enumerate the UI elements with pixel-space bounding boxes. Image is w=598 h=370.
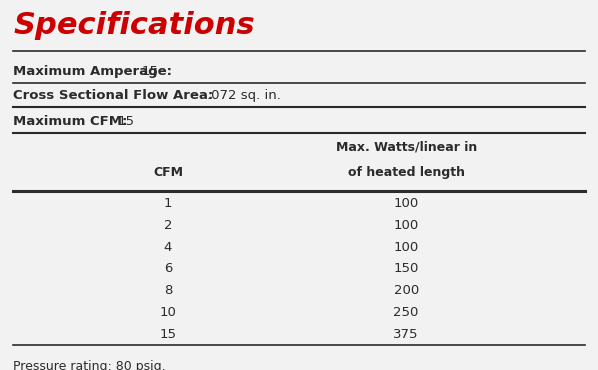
Text: Cross Sectional Flow Area:: Cross Sectional Flow Area: bbox=[13, 90, 213, 102]
Text: 4: 4 bbox=[164, 240, 172, 254]
Text: 15: 15 bbox=[160, 328, 176, 341]
Text: Pressure rating: 80 psig.: Pressure rating: 80 psig. bbox=[13, 360, 166, 370]
Text: 250: 250 bbox=[393, 306, 419, 319]
Text: 6: 6 bbox=[164, 262, 172, 275]
Text: 100: 100 bbox=[393, 197, 419, 210]
Text: 100: 100 bbox=[393, 219, 419, 232]
Text: Max. Watts/linear in: Max. Watts/linear in bbox=[335, 141, 477, 154]
Text: Specifications: Specifications bbox=[13, 11, 255, 40]
Text: 15: 15 bbox=[141, 65, 158, 78]
Text: 1: 1 bbox=[164, 197, 172, 210]
Text: 15: 15 bbox=[117, 115, 135, 128]
Text: Maximum Amperage:: Maximum Amperage: bbox=[13, 65, 172, 78]
Text: 8: 8 bbox=[164, 284, 172, 297]
Text: CFM: CFM bbox=[153, 166, 183, 179]
Text: .072 sq. in.: .072 sq. in. bbox=[207, 90, 280, 102]
Text: 2: 2 bbox=[164, 219, 172, 232]
Text: 100: 100 bbox=[393, 240, 419, 254]
Text: 375: 375 bbox=[393, 328, 419, 341]
Text: Maximum CFM:: Maximum CFM: bbox=[13, 115, 127, 128]
Text: 10: 10 bbox=[160, 306, 176, 319]
Text: 200: 200 bbox=[393, 284, 419, 297]
Text: of heated length: of heated length bbox=[347, 166, 465, 179]
Text: 150: 150 bbox=[393, 262, 419, 275]
